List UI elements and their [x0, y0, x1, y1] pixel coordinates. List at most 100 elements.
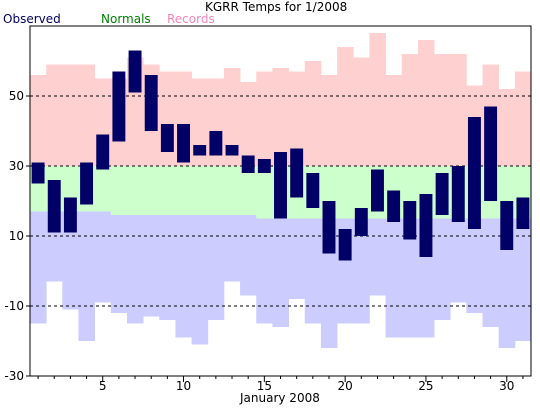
observed-bar [500, 201, 514, 250]
record-high-band [256, 71, 273, 166]
x-tick-label: 20 [338, 379, 353, 393]
record-low-band [482, 218, 500, 327]
y-tick-label: -10 [4, 299, 24, 313]
observed-bar [193, 145, 207, 156]
record-high-band [240, 82, 257, 166]
observed-bar [241, 155, 255, 173]
observed-bar [516, 197, 530, 229]
normal-band [223, 166, 241, 215]
normal-band [143, 166, 160, 215]
observed-bar [128, 50, 142, 93]
legend-observed: Observed [3, 12, 61, 26]
record-low-band [434, 218, 451, 320]
record-low-band [30, 211, 47, 324]
observed-bar [63, 197, 77, 233]
x-tick-label: 5 [99, 379, 107, 393]
record-low-band [207, 215, 225, 320]
observed-bar [209, 131, 223, 156]
record-low-band [223, 215, 241, 282]
normal-band [159, 166, 176, 215]
record-low-band [159, 215, 176, 320]
record-low-band [110, 215, 128, 313]
record-low-band [385, 218, 403, 338]
normal-band [110, 166, 128, 215]
x-tick-label: 10 [176, 379, 191, 393]
record-low-band [304, 218, 322, 324]
y-tick-label: -30 [4, 369, 24, 383]
observed-bar [484, 106, 498, 201]
x-tick-label: 15 [257, 379, 272, 393]
record-high-band [385, 75, 403, 166]
normal-band [256, 166, 273, 219]
record-high-band [514, 71, 532, 166]
observed-bar [144, 75, 158, 131]
observed-bar [306, 173, 320, 208]
record-high-band [78, 64, 96, 166]
observed-bar [225, 145, 239, 156]
record-high-band [498, 89, 516, 166]
observed-bar [435, 173, 449, 215]
normal-band [337, 166, 354, 219]
observed-bar [451, 166, 465, 222]
record-low-band [401, 218, 419, 338]
x-tick-label: 30 [499, 379, 514, 393]
observed-bar [467, 117, 481, 229]
normal-band [175, 166, 193, 215]
record-low-band [126, 215, 144, 324]
observed-bar [371, 169, 384, 212]
observed-bar [80, 162, 94, 205]
record-high-band [401, 54, 419, 166]
x-axis-label: January 2008 [239, 391, 320, 405]
observed-bar [322, 201, 336, 254]
normal-band [191, 166, 209, 215]
record-low-band [143, 215, 160, 317]
legend-normals: Normals [101, 12, 151, 26]
record-high-band [288, 71, 306, 166]
record-low-band [514, 218, 532, 341]
observed-bar [257, 159, 271, 173]
record-high-band [223, 68, 241, 166]
record-high-band [369, 33, 386, 166]
normal-band [353, 166, 370, 219]
observed-bar [160, 124, 174, 152]
record-high-band [353, 57, 370, 166]
record-high-band [320, 75, 338, 166]
normal-band [94, 166, 112, 212]
record-high-band [191, 78, 209, 166]
record-high-band [272, 68, 289, 166]
record-high-band [417, 40, 435, 166]
chart-title: KGRR Temps for 1/2008 [205, 0, 347, 14]
observed-bar [403, 201, 417, 240]
normal-band [126, 166, 144, 215]
observed-bar [96, 134, 110, 170]
record-low-band [450, 218, 467, 303]
observed-layer [31, 50, 530, 261]
record-low-band [94, 211, 112, 303]
observed-bar [338, 229, 352, 261]
observed-bar [31, 162, 45, 184]
record-high-band [30, 75, 47, 166]
record-low-band [272, 218, 289, 327]
observed-bar [387, 190, 401, 222]
record-high-band [62, 64, 79, 166]
record-high-band [304, 61, 322, 166]
observed-bar [290, 148, 304, 198]
observed-bar [419, 194, 433, 257]
observed-bar [354, 208, 368, 236]
observed-bar [112, 71, 126, 142]
y-tick-label: 50 [9, 89, 24, 103]
record-low-band [353, 218, 370, 324]
observed-bar [274, 152, 287, 219]
legend-records: Records [167, 12, 215, 26]
record-high-band [46, 64, 63, 166]
record-high-band [337, 47, 354, 166]
axes-layer: 5 10 15 20 25 30 -30 -10 10 30 50 [4, 89, 524, 393]
normal-band [240, 166, 257, 215]
y-tick-label: 30 [9, 159, 24, 173]
record-low-band [288, 218, 306, 299]
record-low-band [498, 218, 516, 348]
normal-band [207, 166, 225, 215]
record-high-band [434, 54, 451, 166]
